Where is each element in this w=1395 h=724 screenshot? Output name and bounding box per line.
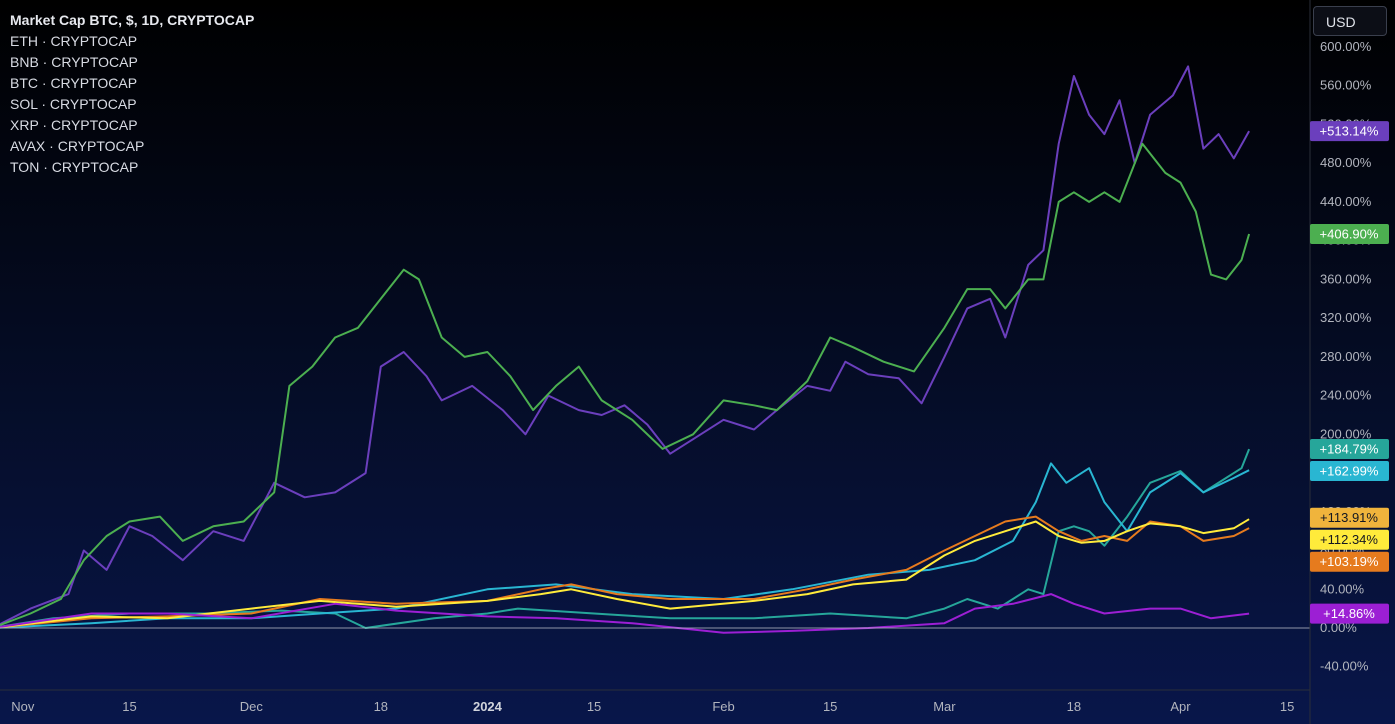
badge-label: +103.19% (1320, 554, 1379, 569)
y-tick-label: 200.00% (1320, 426, 1372, 441)
x-tick-label: 15 (587, 699, 601, 714)
last-value-badges: +513.14% +406.90% +184.79% +162.99% +113.91%… (1310, 121, 1389, 624)
x-tick-label: 15 (1280, 699, 1294, 714)
x-tick-label: 18 (1067, 699, 1081, 714)
series-line-6[interactable] (0, 593, 1250, 634)
y-tick-label: 600.00% (1320, 39, 1372, 54)
legend-item-avax[interactable]: AVAX · CRYPTOCAP (10, 138, 145, 154)
y-tick-label: 440.00% (1320, 194, 1372, 209)
badge-label: +184.79% (1320, 442, 1379, 457)
y-tick-label: 560.00% (1320, 78, 1372, 93)
x-tick-label: 15 (122, 699, 136, 714)
badge-bg (1310, 551, 1389, 572)
x-tick-label: 15 (823, 699, 837, 714)
y-tick-label: 360.00% (1320, 271, 1372, 286)
legend-item-bnb[interactable]: BNB · CRYPTOCAP (10, 54, 138, 70)
y-tick-label: 40.00% (1320, 581, 1365, 596)
y-tick-label: 480.00% (1320, 155, 1372, 170)
series-line-0[interactable] (0, 65, 1250, 628)
badge-label: +162.99% (1320, 464, 1379, 479)
time-axis[interactable]: Nov 15 Dec 18 2024 15 Feb 15 Mar 18 Apr 15 (11, 699, 1294, 714)
series-line-4[interactable] (0, 515, 1250, 629)
chart-legend: Market Cap BTC, $, 1D, CRYPTOCAP ETH · C… (10, 10, 254, 178)
y-tick-label: -40.00% (1320, 659, 1369, 674)
badge-bg (1310, 121, 1389, 142)
badge-bg (1310, 529, 1389, 550)
y-tick-label: 320.00% (1320, 310, 1372, 325)
x-tick-label: 18 (374, 699, 388, 714)
x-tick-label: Dec (240, 699, 264, 714)
badge-bg (1310, 507, 1389, 528)
y-tick-label: 240.00% (1320, 388, 1372, 403)
series-line-1[interactable] (0, 142, 1251, 628)
series-lines (0, 65, 1251, 634)
y-tick-label: 280.00% (1320, 349, 1372, 364)
legend-item-eth[interactable]: ETH · CRYPTOCAP (10, 33, 138, 49)
badge-bg (1310, 439, 1389, 460)
badge-label: +112.34% (1320, 532, 1378, 547)
legend-item-sol[interactable]: SOL · CRYPTOCAP (10, 96, 137, 112)
legend-item-ton[interactable]: TON · CRYPTOCAP (10, 159, 139, 175)
x-tick-label: Mar (933, 699, 956, 714)
badge-label: +513.14% (1320, 124, 1379, 139)
series-line-3[interactable] (0, 462, 1250, 629)
badge-label: +113.91% (1320, 510, 1378, 525)
series-line-5[interactable] (0, 518, 1250, 629)
y-tick-label: 0.00% (1320, 620, 1357, 635)
main-series-title[interactable]: Market Cap BTC, $, 1D, CRYPTOCAP (10, 12, 255, 28)
badge-label: +406.90% (1320, 226, 1379, 241)
badge-label: +14.86% (1323, 606, 1375, 621)
x-tick-label: 2024 (473, 699, 503, 714)
legend-item-xrp[interactable]: XRP · CRYPTOCAP (10, 117, 138, 133)
legend-item-btc[interactable]: BTC · CRYPTOCAP (10, 75, 138, 91)
x-tick-label: Nov (11, 699, 35, 714)
x-tick-label: Feb (712, 699, 734, 714)
currency-button[interactable]: USD (1313, 6, 1387, 36)
badge-bg (1310, 461, 1389, 482)
x-tick-label: Apr (1170, 699, 1191, 714)
badge-bg (1310, 603, 1389, 624)
badge-bg (1310, 223, 1389, 244)
